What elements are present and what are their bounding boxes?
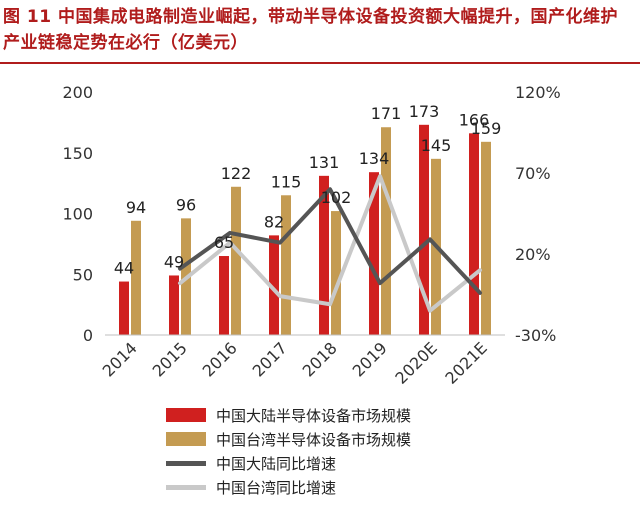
right-axis-tick-label: 70% — [515, 164, 551, 183]
bar-taiwan — [131, 220, 141, 335]
bar-taiwan — [231, 186, 241, 335]
data-label-mainland: 65 — [214, 233, 234, 252]
title-rule — [0, 62, 640, 64]
right-axis-tick-label: -30% — [515, 326, 556, 345]
line-mainland-growth — [178, 187, 482, 295]
legend-swatch-mainland-bar — [166, 408, 206, 422]
data-label-taiwan: 145 — [421, 136, 452, 155]
left-axis-tick-label: 150 — [62, 144, 93, 163]
left-axis-tick-label: 200 — [62, 83, 93, 102]
x-axis-tick-label: 2021E — [441, 338, 490, 387]
legend-swatch-mainland-line — [166, 460, 206, 466]
left-axis-tick-label: 0 — [83, 326, 93, 345]
bar-taiwan — [481, 141, 491, 335]
data-label-taiwan: 115 — [271, 172, 302, 191]
data-label-taiwan: 159 — [471, 119, 502, 138]
legend-item-mainland-line: 中国大陆同比增速 — [166, 451, 411, 475]
legend-label: 中国大陆同比增速 — [216, 454, 337, 473]
left-axis-tick-label: 50 — [73, 265, 93, 284]
x-axis-tick-label: 2019 — [349, 338, 391, 380]
legend-label: 中国台湾同比增速 — [216, 478, 337, 497]
figure-title: 图 11 中国集成电路制造业崛起，带动半导体设备投资额大幅提升，国产化维护产业链… — [3, 7, 618, 53]
legend-swatch-taiwan-bar — [166, 432, 206, 446]
legend-item-taiwan-line: 中国台湾同比增速 — [166, 475, 411, 499]
data-label-mainland: 44 — [114, 259, 134, 278]
bar-taiwan — [281, 195, 291, 335]
data-label-mainland: 131 — [309, 153, 340, 172]
data-label-mainland: 166 — [459, 110, 490, 129]
data-label-taiwan: 171 — [371, 104, 402, 123]
right-axis-tick-label: 120% — [515, 83, 561, 102]
right-axis-tick-label: 20% — [515, 245, 551, 264]
left-axis-tick-label: 100 — [62, 205, 93, 224]
x-axis-tick-label: 2015 — [149, 338, 191, 380]
chart: 0 50 100 150 200 -30% 20% 70% 120% 44 94 49 96 65 122 8… — [62, 83, 561, 388]
bar-mainland — [269, 235, 279, 335]
x-axis-tick-label: 2017 — [249, 338, 291, 380]
bar-mainland — [119, 281, 129, 335]
bar-taiwan — [381, 127, 391, 335]
data-label-mainland: 134 — [359, 149, 390, 168]
x-axis-tick-label: 2016 — [199, 338, 241, 380]
legend-item-taiwan-bar: 中国台湾半导体设备市场规模 — [166, 427, 411, 451]
data-label-mainland: 173 — [409, 102, 440, 121]
legend-label: 中国大陆半导体设备市场规模 — [216, 406, 412, 425]
legend-label: 中国台湾半导体设备市场规模 — [216, 430, 412, 449]
data-label-taiwan: 102 — [321, 188, 352, 207]
bar-taiwan — [331, 211, 341, 335]
x-axis-tick-label: 2018 — [299, 338, 341, 380]
data-label-taiwan: 94 — [126, 198, 146, 217]
legend-item-mainland-bar: 中国大陆半导体设备市场规模 — [166, 403, 411, 427]
legend: 中国大陆半导体设备市场规模 中国台湾半导体设备市场规模 中国大陆同比增速 中国台… — [166, 403, 411, 499]
bar-mainland — [219, 256, 229, 335]
x-axis-tick-label: 2014 — [99, 338, 141, 380]
bar-mainland — [319, 175, 329, 335]
legend-swatch-taiwan-line — [166, 484, 206, 490]
bar-mainland — [369, 172, 379, 335]
bar-mainland — [419, 124, 429, 336]
x-axis-tick-label: 2020E — [391, 338, 440, 387]
data-label-taiwan: 122 — [221, 164, 252, 183]
data-label-taiwan: 96 — [176, 195, 196, 214]
bar-mainland — [169, 275, 179, 335]
data-label-mainland: 49 — [164, 252, 184, 271]
data-label-mainland: 82 — [264, 212, 284, 231]
bar-mainland — [469, 133, 479, 335]
line-taiwan-growth — [178, 174, 482, 313]
